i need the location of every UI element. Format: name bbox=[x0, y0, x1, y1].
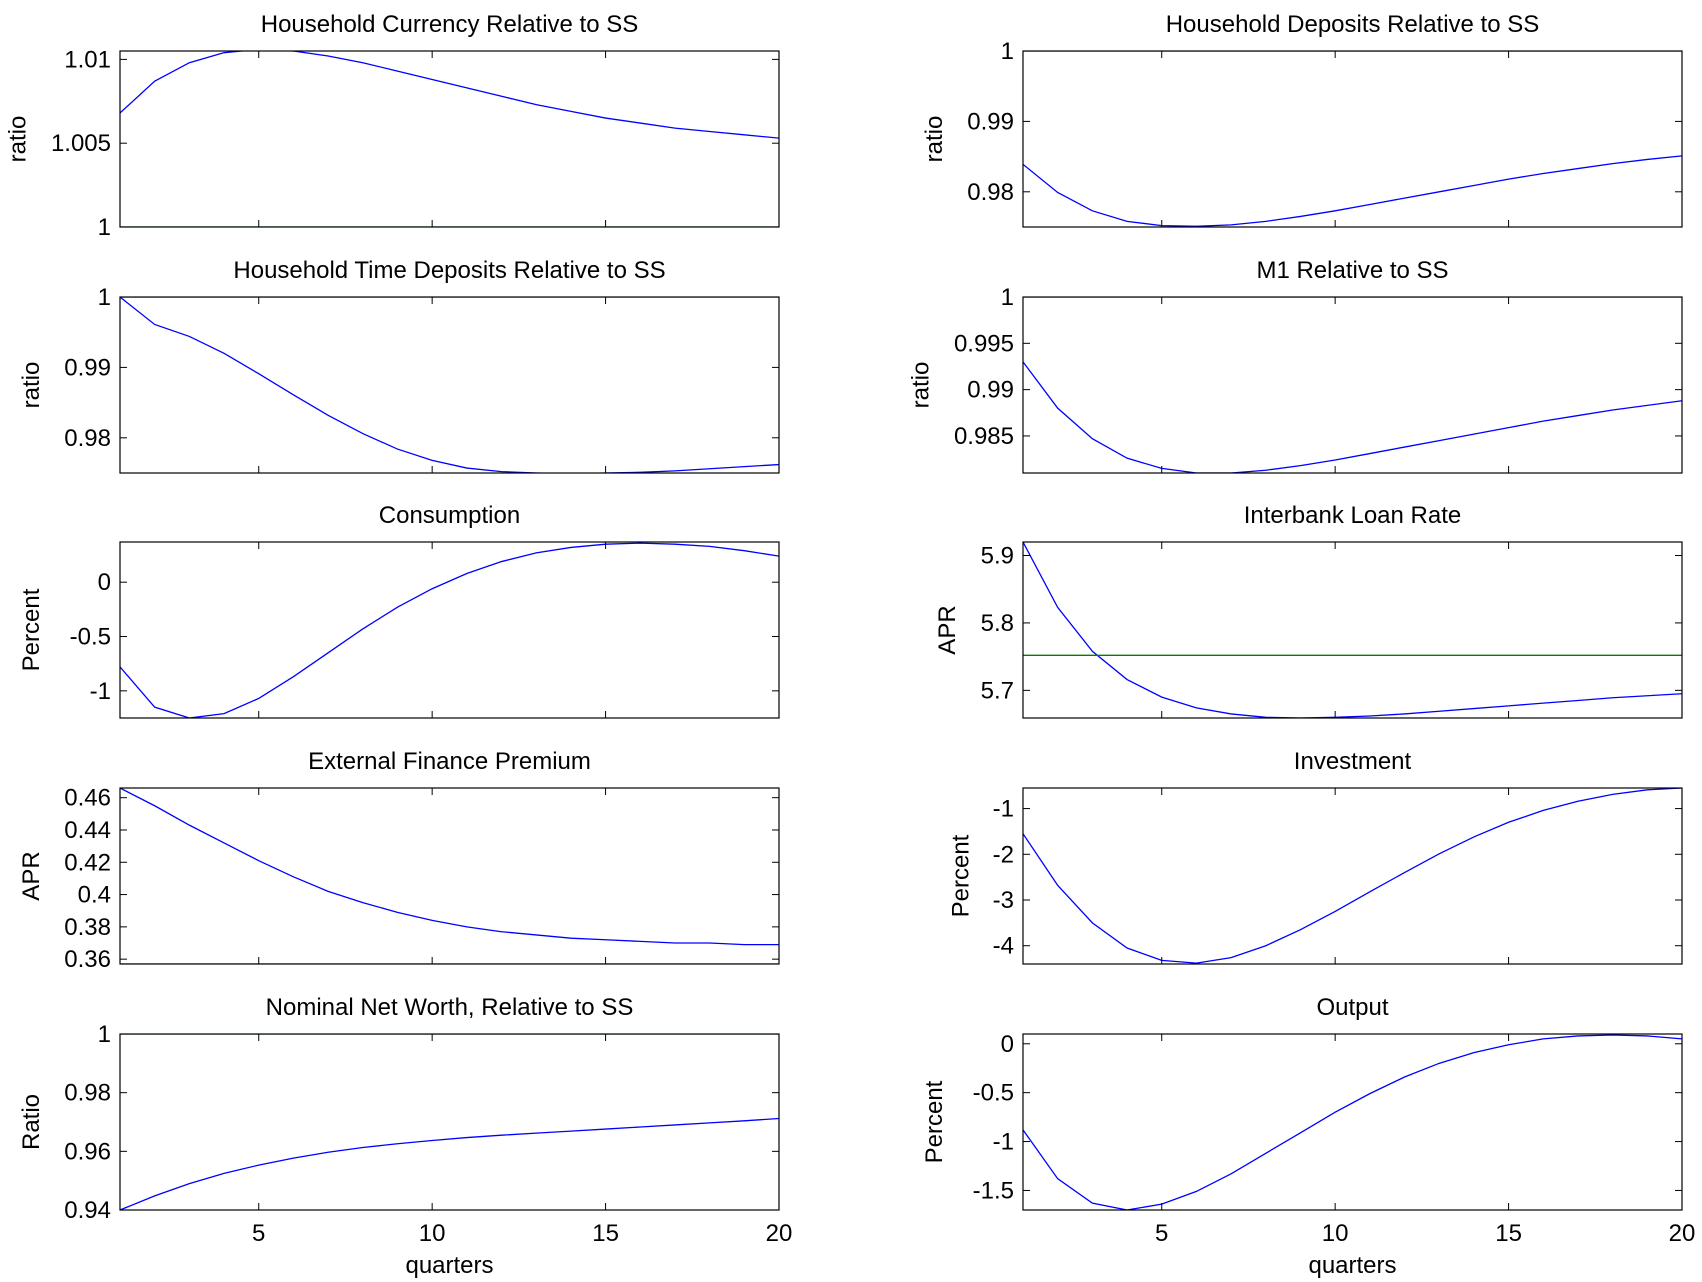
y-tick-label: 0.99 bbox=[967, 377, 1014, 404]
chart-panel-9: Nominal Net Worth, Relative to SS 5 10 15 20… bbox=[18, 994, 793, 1279]
axes-box bbox=[119, 541, 780, 719]
axes-box bbox=[1022, 541, 1683, 719]
y-tick-label: 1 bbox=[98, 1021, 111, 1048]
y-tick-label: 0.38 bbox=[64, 914, 111, 941]
y-tick-label: -0.5 bbox=[973, 1080, 1014, 1107]
x-tick-label: 5 bbox=[1155, 1220, 1168, 1247]
x-tick-label: 5 bbox=[252, 1220, 265, 1247]
axes-box bbox=[1022, 787, 1683, 965]
y-tick-label: 0.96 bbox=[64, 1138, 111, 1165]
y-tick-label: 0.94 bbox=[64, 1197, 111, 1224]
y-axis-label: ratio bbox=[5, 116, 32, 163]
chart-panel-1: Household Currency Relative to SS 1 1.005 1… bbox=[5, 11, 780, 241]
y-tick-label: 0.42 bbox=[64, 849, 111, 876]
response-line bbox=[120, 297, 779, 473]
y-tick-label: 1.005 bbox=[51, 130, 111, 157]
y-axis-label: Percent bbox=[18, 588, 45, 671]
y-axis-label: APR bbox=[934, 605, 961, 654]
y-tick-label: -3 bbox=[993, 887, 1014, 914]
chart-panel-10: Output 5 10 15 20 -1.5 -1 -0.5 0 Percent quarters bbox=[921, 994, 1696, 1279]
axes-box bbox=[1022, 296, 1683, 474]
y-tick-label: 1 bbox=[1001, 284, 1014, 311]
chart-title: External Finance Premium bbox=[308, 748, 591, 775]
y-tick-label: 0.995 bbox=[954, 330, 1014, 357]
chart-panel-3: Household Time Deposits Relative to SS 0.… bbox=[18, 257, 780, 474]
y-axis-label: ratio bbox=[921, 116, 948, 163]
x-tick-label: 15 bbox=[1495, 1220, 1522, 1247]
axes-box bbox=[119, 50, 780, 228]
y-tick-label: -0.5 bbox=[70, 624, 111, 651]
y-tick-label: 0.36 bbox=[64, 946, 111, 973]
response-line bbox=[1023, 1034, 1682, 1210]
chart-panel-2: Household Deposits Relative to SS 0.98 0.9… bbox=[921, 11, 1683, 228]
y-tick-label: 0.98 bbox=[64, 1080, 111, 1107]
y-tick-label: -1 bbox=[993, 1129, 1014, 1156]
chart-title: Household Currency Relative to SS bbox=[261, 11, 639, 38]
chart-panel-4: M1 Relative to SS 0.985 0.99 0.995 1 ratio bbox=[908, 257, 1683, 474]
axes-box bbox=[119, 787, 780, 965]
y-tick-label: 1 bbox=[98, 214, 111, 241]
chart-title: Output bbox=[1316, 994, 1388, 1021]
y-tick-label: 0.98 bbox=[967, 179, 1014, 206]
y-axis-label: APR bbox=[18, 851, 45, 900]
y-tick-label: 5.7 bbox=[981, 677, 1014, 704]
x-axis-label: quarters bbox=[1308, 1252, 1396, 1279]
y-tick-label: 0.4 bbox=[78, 882, 111, 909]
x-tick-label: 20 bbox=[766, 1220, 793, 1247]
response-line bbox=[1023, 542, 1682, 718]
y-axis-label: Percent bbox=[921, 1080, 948, 1163]
chart-panel-6: Interbank Loan Rate 5.7 5.8 5.9 APR bbox=[934, 502, 1683, 719]
y-tick-label: 0.46 bbox=[64, 785, 111, 812]
response-line bbox=[1023, 788, 1682, 964]
y-tick-label: -1 bbox=[90, 678, 111, 705]
y-tick-label: -1 bbox=[993, 796, 1014, 823]
y-axis-label: ratio bbox=[908, 362, 935, 409]
y-tick-label: 0.99 bbox=[64, 354, 111, 381]
chart-panel-7: External Finance Premium 0.36 0.38 0.4 0.42 0… bbox=[18, 748, 780, 973]
y-tick-label: 0 bbox=[1001, 1031, 1014, 1058]
axes-box bbox=[1022, 50, 1683, 228]
chart-title: Interbank Loan Rate bbox=[1244, 502, 1462, 529]
chart-title: Consumption bbox=[379, 502, 520, 529]
chart-panel-5: Consumption -1 -0.5 0 Percent bbox=[18, 502, 780, 719]
chart-panel-8: Investment -4 -3 -2 -1 Percent bbox=[947, 748, 1683, 965]
x-tick-label: 20 bbox=[1669, 1220, 1696, 1247]
x-tick-label: 15 bbox=[592, 1220, 619, 1247]
y-axis-label: Ratio bbox=[18, 1094, 45, 1150]
y-tick-label: 1.01 bbox=[64, 46, 111, 73]
axes-box bbox=[1022, 1033, 1683, 1211]
x-axis-label: quarters bbox=[405, 1252, 493, 1279]
y-tick-label: -4 bbox=[993, 933, 1014, 960]
response-line bbox=[120, 542, 779, 718]
chart-title: M1 Relative to SS bbox=[1256, 257, 1448, 284]
y-tick-label: 0 bbox=[98, 569, 111, 596]
x-tick-label: 10 bbox=[419, 1220, 446, 1247]
y-tick-label: 5.9 bbox=[981, 542, 1014, 569]
chart-title: Nominal Net Worth, Relative to SS bbox=[266, 994, 634, 1021]
y-tick-label: 0.985 bbox=[954, 423, 1014, 450]
response-line bbox=[120, 51, 779, 139]
x-tick-label: 10 bbox=[1322, 1220, 1349, 1247]
axes-box bbox=[119, 1033, 780, 1211]
y-tick-label: 0.44 bbox=[64, 817, 111, 844]
response-line bbox=[1023, 361, 1682, 473]
response-line bbox=[1023, 155, 1682, 227]
y-tick-label: 1 bbox=[98, 284, 111, 311]
y-tick-label: 0.98 bbox=[64, 425, 111, 452]
y-tick-label: -1.5 bbox=[973, 1177, 1014, 1204]
y-tick-label: 1 bbox=[1001, 38, 1014, 65]
y-axis-label: ratio bbox=[18, 362, 45, 409]
axes-box bbox=[119, 296, 780, 474]
chart-title: Investment bbox=[1294, 748, 1412, 775]
response-line bbox=[120, 1117, 779, 1210]
y-tick-label: 5.8 bbox=[981, 610, 1014, 637]
chart-title: Household Deposits Relative to SS bbox=[1166, 11, 1540, 38]
y-tick-label: 0.99 bbox=[967, 108, 1014, 135]
response-line bbox=[120, 788, 779, 946]
y-axis-label: Percent bbox=[947, 834, 974, 917]
chart-title: Household Time Deposits Relative to SS bbox=[233, 257, 665, 284]
y-tick-label: -2 bbox=[993, 841, 1014, 868]
